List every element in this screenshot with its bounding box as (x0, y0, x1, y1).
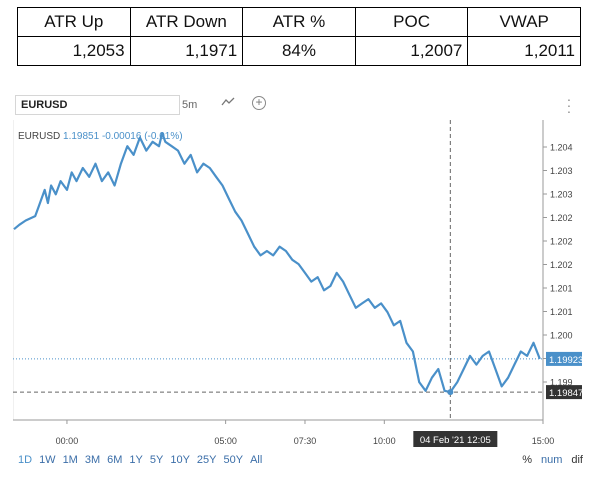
scale-toggle-percent[interactable]: % (522, 454, 532, 466)
range-button-3m[interactable]: 3M (84, 454, 101, 466)
crosshair-time-label: 04 Feb '21 12:05 (420, 435, 491, 446)
header-poc: POC (354, 7, 469, 37)
plus-circle-icon[interactable]: + (252, 96, 266, 110)
range-button-50y[interactable]: 50Y (223, 454, 244, 466)
price-series-line (13, 131, 541, 394)
crosshair-price-label-bg (546, 385, 582, 400)
legend-price: 1.19851 (63, 131, 100, 142)
y-tick-label: 1.204 (550, 143, 573, 153)
last-price-label: 1.19923 (549, 355, 583, 366)
header-vwap: VWAP (467, 7, 581, 37)
value-poc: 1,2007 (354, 36, 469, 66)
y-tick-label: 1.203 (550, 166, 573, 176)
value-atr-down: 1,1971 (129, 36, 244, 66)
y-tick-label: 1.201 (550, 307, 573, 317)
header-atr-down: ATR Down (129, 7, 244, 37)
range-button-1m[interactable]: 1M (62, 454, 78, 466)
legend-symbol: EURUSD (18, 131, 61, 142)
scale-toggles: % num dif (513, 454, 583, 466)
interval-selector[interactable]: 5m (182, 99, 198, 111)
crosshair-price-label: 1.19847 (549, 388, 583, 399)
value-atr-percent: 84% (242, 36, 356, 66)
vertical-ellipsis-icon[interactable]: · · · (566, 91, 572, 119)
x-tick-label: 05:00 (214, 436, 237, 446)
last-price-label-bg (546, 351, 582, 366)
y-tick-label: 1.202 (550, 260, 573, 270)
chart-legend: EURUSD 1.19851 -0.00016 (-0.01%) (18, 131, 183, 142)
y-tick-label: 1.200 (550, 331, 573, 341)
stats-table: ATR Up ATR Down ATR % POC VWAP 1,2053 1,… (17, 7, 581, 66)
y-tick-label: 1.203 (550, 190, 573, 200)
scale-toggle-dif[interactable]: dif (571, 454, 583, 466)
stats-header-row: ATR Up ATR Down ATR % POC VWAP (17, 7, 581, 37)
y-tick-label: 1.202 (550, 213, 573, 223)
range-selector: 1D 1W 1M 3M 6M 1Y 5Y 10Y 25Y 50Y All (18, 454, 588, 470)
x-tick-label: 00:00 (56, 436, 79, 446)
x-tick-label: 10:00 (373, 436, 396, 446)
value-atr-up: 1,2053 (17, 36, 131, 66)
range-button-1w[interactable]: 1W (39, 454, 56, 466)
value-vwap: 1,2011 (467, 36, 581, 66)
line-chart-icon[interactable] (221, 96, 235, 112)
x-tick-label: 07:30 (294, 436, 317, 446)
range-button-1y[interactable]: 1Y (129, 454, 143, 466)
chart-widget: 1.204 1.203 1.203 1.202 1.202 1.202 1.201 1.201… (13, 90, 583, 482)
header-atr-percent: ATR % (242, 7, 356, 37)
range-button-10y[interactable]: 10Y (170, 454, 190, 466)
header-atr-up: ATR Up (17, 7, 131, 37)
y-tick-label: 1.201 (550, 284, 573, 294)
range-button-1d[interactable]: 1D (18, 454, 33, 466)
y-tick-label: 1.199 (550, 378, 573, 388)
range-button-6m[interactable]: 6M (107, 454, 123, 466)
range-button-5y[interactable]: 5Y (149, 454, 164, 466)
chart-toolbar: EURUSD 5m + · · · (13, 90, 583, 120)
scale-toggle-num[interactable]: num (540, 454, 563, 466)
crosshair-point (447, 389, 454, 396)
legend-change: -0.00016 (-0.01%) (101, 131, 183, 142)
y-tick-label: 1.202 (550, 237, 573, 247)
crosshair-time-label-bg (413, 431, 498, 447)
price-chart[interactable]: 1.204 1.203 1.203 1.202 1.202 1.202 1.201 1.201… (13, 90, 583, 450)
stats-value-row: 1,2053 1,1971 84% 1,2007 1,2011 (17, 36, 581, 66)
range-button-all[interactable]: All (250, 454, 263, 466)
range-button-25y[interactable]: 25Y (196, 454, 217, 466)
symbol-input[interactable]: EURUSD (15, 95, 180, 115)
x-tick-label: 15:00 (532, 436, 555, 446)
